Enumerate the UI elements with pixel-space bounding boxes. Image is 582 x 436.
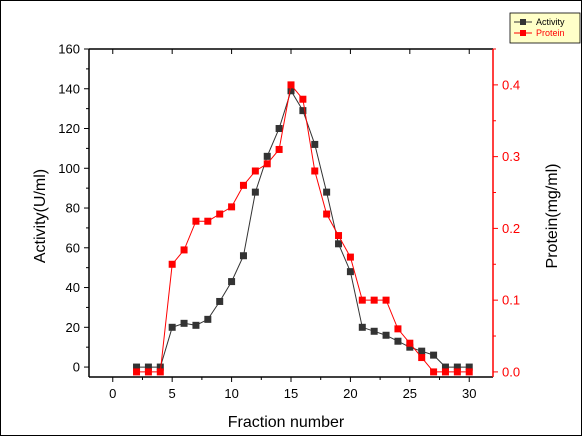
protein-point [228,203,236,211]
y-left-tick-label: 0 [73,360,80,375]
activity-legend-label: Activity [536,17,565,27]
y-left-tick-label: 60 [66,240,80,255]
activity-point [370,327,378,335]
activity-point [239,252,247,260]
y-right-tick-label: 0.4 [502,77,520,92]
activity-point [346,268,354,276]
y-right-tick-label: 0.0 [502,364,520,379]
activity-point [216,297,224,305]
x-tick-label: 10 [224,386,238,401]
activity-legend-marker [520,19,526,25]
y-right-tick-label: 0.1 [502,293,520,308]
protein-point [394,325,402,333]
activity-point [358,323,366,331]
legend-box [509,12,581,44]
protein-point [465,368,473,376]
y-left-tick-label: 120 [58,121,80,136]
activity-point [418,347,426,355]
protein-point [133,368,141,376]
protein-point [430,368,438,376]
y-left-tick-label: 80 [66,201,80,216]
protein-point [156,368,164,376]
y-left-tick-label: 140 [58,81,80,96]
protein-point [418,354,426,362]
protein-legend-label: Protein [536,28,565,38]
x-tick-label: 25 [403,386,417,401]
x-tick-label: 30 [462,386,476,401]
protein-point [299,95,307,103]
protein-point [406,339,414,347]
activity-point [204,315,212,323]
y-right-tick-label: 0.3 [502,149,520,164]
activity-point [168,323,176,331]
activity-point [156,363,164,371]
activity-point [299,107,307,115]
activity-point [430,351,438,359]
protein-legend-marker [520,30,526,36]
protein-point [204,217,212,225]
protein-point [180,246,188,254]
protein-point [216,210,224,218]
activity-point [287,87,295,95]
protein-point [144,368,152,376]
activity-point [406,343,414,351]
x-tick-label: 5 [169,386,176,401]
protein-point [251,167,259,175]
activity-point [275,125,283,133]
y-left-tick-label: 160 [58,42,80,57]
activity-point [133,363,141,371]
axes-group: 0 5 10 15 20 25 30 0 20 40 60 80 100 120 140 160 0.0 0.1 0… [58,42,520,402]
x-tick-label: 15 [284,386,298,401]
protein-point [335,232,343,240]
activity-point [465,363,473,371]
protein-point [370,296,378,304]
protein-point [323,210,331,218]
protein-point [441,368,449,376]
activity-point [441,363,449,371]
protein-point [192,217,200,225]
x-axis-title: Fraction number [228,414,345,431]
activity-point [263,152,271,160]
protein-point [239,181,247,189]
protein-point [346,253,354,261]
protein-point [382,296,390,304]
protein-point [311,167,319,175]
y-right-tick-label: 0.2 [502,221,520,236]
series-layer [133,81,473,376]
protein-point [358,296,366,304]
x-tick-label: 0 [109,386,116,401]
protein-point [453,368,461,376]
protein-point [263,160,271,168]
activity-point [144,363,152,371]
activity-point [335,240,343,248]
x-tick-label: 20 [343,386,357,401]
activity-point [311,140,319,148]
activity-point [453,363,461,371]
y-right-axis-title: Protein(mg/ml) [544,164,561,269]
activity-point [382,331,390,339]
protein-series-line [136,83,470,373]
protein-point [168,260,176,268]
protein-point [275,145,283,153]
activity-point [251,188,259,196]
y-left-tick-label: 40 [66,280,80,295]
activity-point [323,188,331,196]
activity-point [228,278,236,286]
y-left-tick-label: 20 [66,320,80,335]
activity-point [192,321,200,329]
y-left-tick-label: 100 [58,161,80,176]
activity-point [180,319,188,327]
y-left-axis-title: Activity(U/ml) [32,169,49,263]
activity-point [394,337,402,345]
protein-point [287,81,295,89]
